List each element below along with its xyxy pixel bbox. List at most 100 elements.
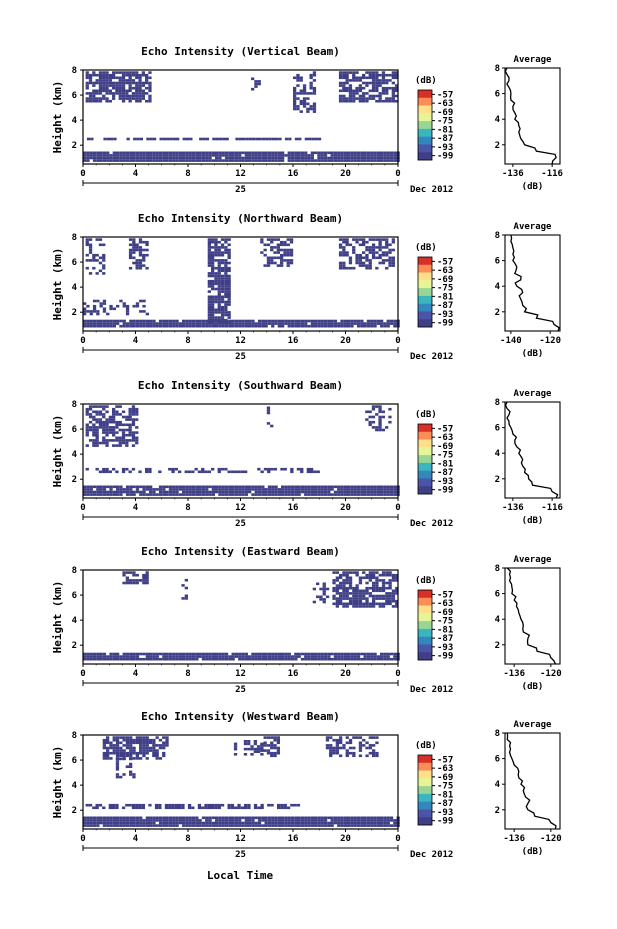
echo-cell <box>220 311 225 314</box>
echo-cell <box>102 493 107 496</box>
panel-5: Echo Intensity (Westward Beam)2468Height… <box>51 710 562 860</box>
echo-cell <box>391 99 395 103</box>
colorbar-swatch <box>418 621 432 630</box>
echo-cell <box>220 261 225 265</box>
echo-cell <box>267 490 272 494</box>
echo-cell <box>362 597 366 600</box>
echo-cell <box>89 493 93 496</box>
echo-cell <box>355 594 359 598</box>
echo-cell <box>162 751 166 755</box>
echo-cell <box>185 816 189 820</box>
echo-cell <box>276 741 280 745</box>
echo-cell <box>342 744 346 747</box>
echo-cell <box>335 579 339 582</box>
echo-cell <box>283 259 287 262</box>
echo-cell <box>378 589 382 593</box>
echo-cell <box>217 264 221 267</box>
echo-cell <box>348 579 353 582</box>
echo-cell <box>376 493 380 496</box>
echo-cell <box>329 749 333 752</box>
echo-cell <box>277 816 281 820</box>
panel-title: Echo Intensity (Vertical Beam) <box>141 45 340 58</box>
echo-cell <box>310 655 314 658</box>
echo-cell <box>362 264 366 267</box>
echo-cell <box>102 243 106 247</box>
echo-cell <box>178 493 182 496</box>
echo-cell <box>162 819 166 822</box>
echo-cell <box>88 243 93 247</box>
echo-cell <box>99 304 103 308</box>
echo-cell <box>205 824 209 827</box>
echo-cell <box>165 324 169 328</box>
echo-cell <box>358 594 363 598</box>
echo-cell <box>98 413 103 416</box>
echo-cell <box>340 159 344 162</box>
echo-cell <box>145 81 149 85</box>
echo-cell <box>85 86 89 90</box>
echo-cell <box>355 592 359 595</box>
echo-cell <box>274 154 278 157</box>
echo-cell <box>141 71 145 74</box>
echo-cell <box>368 248 372 252</box>
echo-cell <box>115 76 119 80</box>
echo-cell <box>310 652 314 656</box>
echo-cell <box>263 736 267 739</box>
echo-cell <box>332 751 336 755</box>
echo-cell <box>388 592 392 595</box>
colorbar-tick-label: -63 <box>437 764 453 774</box>
echo-cell <box>198 824 202 827</box>
echo-cell <box>131 433 136 437</box>
echo-cell <box>323 485 328 489</box>
colorbar-tick-label: -63 <box>437 599 453 609</box>
echo-cell <box>155 736 159 739</box>
echo-cell <box>89 490 93 494</box>
echo-cell <box>208 322 212 325</box>
panel-title: Echo Intensity (Southward Beam) <box>138 379 343 392</box>
echo-cell <box>388 407 392 411</box>
echo-cell <box>348 586 353 590</box>
echo-cell <box>175 485 179 489</box>
echo-cell <box>207 290 211 293</box>
echo-cell <box>142 741 146 745</box>
echo-cell <box>368 261 372 265</box>
echo-cell <box>112 319 116 323</box>
echo-cell <box>391 92 395 95</box>
echo-cell <box>350 319 354 323</box>
echo-cell <box>195 652 199 656</box>
echo-cell <box>89 324 93 328</box>
echo-cell <box>135 324 140 328</box>
echo-cell <box>383 821 387 825</box>
colorbar-tick-label: -75 <box>437 451 453 461</box>
echo-cell <box>185 485 189 489</box>
echo-cell <box>370 657 374 661</box>
echo-cell <box>201 652 206 656</box>
echo-cell <box>248 657 252 661</box>
echo-cell <box>264 322 268 325</box>
echo-cell <box>129 749 133 752</box>
echo-cell <box>316 470 320 474</box>
echo-cell <box>297 151 301 155</box>
echo-cell <box>162 821 166 825</box>
echo-cell <box>155 757 159 760</box>
echo-cell <box>372 584 376 587</box>
echo-cell <box>365 573 369 577</box>
echo-cell <box>139 751 143 755</box>
echo-cell <box>368 410 372 414</box>
echo-cell <box>345 736 349 739</box>
echo-cell <box>212 137 216 141</box>
echo-cell <box>135 246 139 249</box>
echo-cell <box>360 816 364 820</box>
echo-cell <box>271 319 275 323</box>
echo-cell <box>307 493 311 496</box>
echo-cell <box>310 657 314 661</box>
echo-cell <box>386 319 390 323</box>
echo-cell <box>248 319 252 323</box>
colorbar-swatch <box>418 644 432 653</box>
echo-cell <box>106 324 110 328</box>
echo-cell <box>311 137 315 141</box>
echo-cell <box>99 819 103 822</box>
echo-cell <box>118 94 122 98</box>
echo-cell <box>386 154 390 157</box>
echo-cell <box>342 71 346 74</box>
echo-cell <box>345 594 349 598</box>
